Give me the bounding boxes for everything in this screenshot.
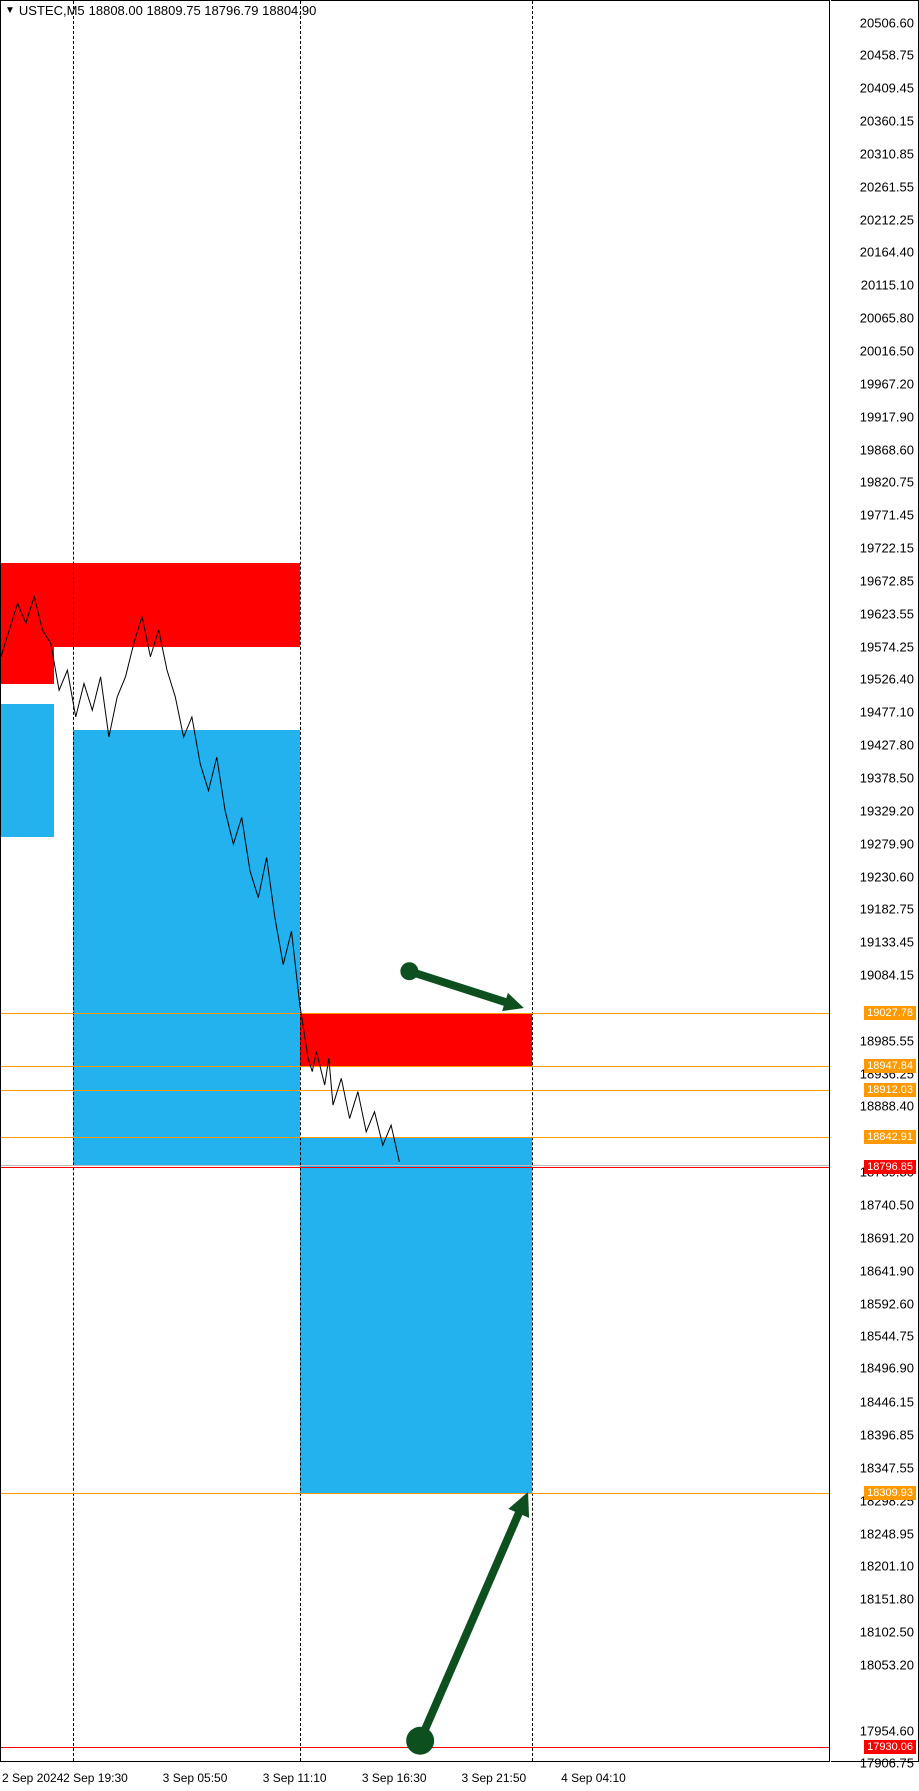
- dropdown-icon[interactable]: ▼: [5, 5, 15, 16]
- horizontal-level: [1, 1493, 829, 1494]
- y-tick-label: 20409.45: [860, 81, 914, 96]
- horizontal-level: [1, 1167, 829, 1168]
- y-tick-label: 18446.15: [860, 1395, 914, 1410]
- y-tick-label: 19868.60: [860, 443, 914, 458]
- price-zone: [300, 1013, 532, 1066]
- symbol-label: USTEC,M5: [19, 3, 85, 18]
- y-tick-label: 19230.60: [860, 870, 914, 885]
- x-tick-label: 3 Sep 05:50: [163, 1771, 228, 1785]
- price-zone: [73, 730, 300, 1165]
- price-zone: [1, 563, 54, 683]
- y-tick-label: 20065.80: [860, 311, 914, 326]
- y-tick-label: 19279.90: [860, 837, 914, 852]
- y-tick-label: 19084.15: [860, 968, 914, 983]
- vertical-separator: [73, 1, 74, 1761]
- y-tick-label: 18248.95: [860, 1527, 914, 1542]
- x-tick-label: 3 Sep 11:10: [263, 1771, 327, 1785]
- y-tick-label: 18641.90: [860, 1264, 914, 1279]
- y-tick-label: 20458.75: [860, 48, 914, 63]
- y-tick-label: 18888.40: [860, 1099, 914, 1114]
- chart-plot-area[interactable]: ▼ USTEC,M5 18808.00 18809.75 18796.79 18…: [0, 0, 830, 1762]
- x-tick-label: 4 Sep 04:10: [561, 1771, 626, 1785]
- y-tick-label: 18985.55: [860, 1034, 914, 1049]
- chart-title-bar[interactable]: ▼ USTEC,M5 18808.00 18809.75 18796.79 18…: [5, 3, 316, 18]
- y-tick-label: 19623.55: [860, 607, 914, 622]
- y-tick-label: 18102.50: [860, 1625, 914, 1640]
- x-tick-label: 3 Sep 16:30: [362, 1771, 427, 1785]
- y-tick-label: 20115.10: [861, 278, 914, 293]
- y-tick-label: 19820.75: [860, 475, 914, 490]
- y-tick-label: 18691.20: [860, 1231, 914, 1246]
- price-tag: 18309.93: [864, 1486, 916, 1500]
- ohlc-label: 18808.00 18809.75 18796.79 18804.90: [89, 3, 317, 18]
- x-tick-label: 2 Sep 2024: [2, 1771, 63, 1785]
- y-tick-label: 18396.85: [860, 1428, 914, 1443]
- horizontal-level: [1, 1747, 829, 1748]
- price-tag: 18842.91: [864, 1130, 916, 1144]
- y-tick-label: 20212.25: [860, 213, 914, 228]
- y-tick-label: 19917.90: [860, 410, 914, 425]
- y-tick-label: 20261.55: [860, 180, 914, 195]
- horizontal-level: [1, 1013, 829, 1014]
- x-axis: 2 Sep 20242 Sep 19:30 3 Sep 05:50 3 Sep 11…: [0, 1763, 919, 1791]
- y-tick-label: 19427.80: [860, 738, 914, 753]
- y-tick-label: 20164.40: [860, 245, 914, 260]
- price-tag: 18796.85: [864, 1160, 916, 1174]
- price-tag: 18947.84: [864, 1059, 916, 1073]
- y-tick-label: 18053.20: [860, 1658, 914, 1673]
- y-tick-label: 19477.10: [860, 705, 914, 720]
- vertical-separator: [300, 1, 301, 1761]
- y-tick-label: 18151.80: [860, 1592, 914, 1607]
- horizontal-level: [1, 1165, 829, 1166]
- y-tick-label: 19722.15: [860, 541, 914, 556]
- x-tick-label: 2 Sep 19:30: [63, 1771, 128, 1785]
- y-tick-label: 19672.85: [860, 574, 914, 589]
- y-tick-label: 18347.55: [860, 1461, 914, 1476]
- horizontal-level: [1, 1066, 829, 1067]
- vertical-separator: [532, 1, 533, 1761]
- y-tick-label: 18592.60: [860, 1297, 914, 1312]
- y-tick-label: 19378.50: [860, 771, 914, 786]
- y-tick-label: 20360.15: [860, 114, 914, 129]
- y-tick-label: 19133.45: [860, 935, 914, 950]
- y-tick-label: 19329.20: [860, 804, 914, 819]
- y-tick-label: 18544.75: [860, 1329, 914, 1344]
- horizontal-level: [1, 1137, 829, 1138]
- y-tick-label: 20016.50: [860, 344, 914, 359]
- y-tick-label: 20506.60: [860, 16, 914, 31]
- price-tag: 19027.78: [864, 1006, 916, 1020]
- y-tick-label: 18496.90: [860, 1361, 914, 1376]
- x-tick-label: 3 Sep 21:50: [461, 1771, 526, 1785]
- price-tag: 18912.03: [864, 1083, 916, 1097]
- y-tick-label: 20310.85: [860, 147, 914, 162]
- chart-container: ▼ USTEC,M5 18808.00 18809.75 18796.79 18…: [0, 0, 919, 1791]
- y-tick-label: 19574.25: [860, 640, 914, 655]
- y-tick-label: 18740.50: [860, 1198, 914, 1213]
- price-zone: [300, 1137, 532, 1494]
- y-tick-label: 19182.75: [860, 902, 914, 917]
- y-tick-label: 17954.60: [860, 1723, 914, 1738]
- horizontal-level: [1, 1090, 829, 1091]
- y-tick-label: 19967.20: [860, 377, 914, 392]
- y-tick-label: 19771.45: [860, 508, 914, 523]
- y-tick-label: 18201.10: [860, 1559, 914, 1574]
- price-zone: [1, 704, 54, 838]
- y-tick-label: 19526.40: [860, 672, 914, 687]
- y-axis: 20506.60 20458.75 20409.45 20360.15 20310.85…: [831, 0, 919, 1762]
- price-tag: 17930.06: [864, 1740, 916, 1754]
